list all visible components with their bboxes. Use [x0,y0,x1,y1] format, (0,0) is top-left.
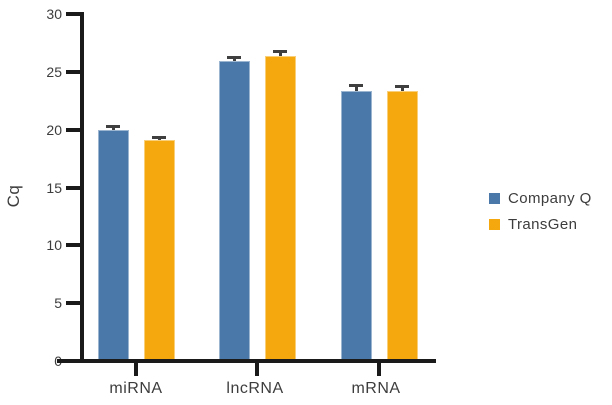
legend-swatch-company-q [489,193,500,204]
y-tick-label: 25 [46,63,62,80]
x-category-label-lncrna: lncRNA [226,380,284,397]
y-tick [66,69,80,74]
y-tick-label: 5 [54,295,62,312]
error-bar-cap-company-q-lncrna [227,55,241,59]
bar-transgen-mirna [143,140,175,361]
bar-transgen-mrna [386,91,418,361]
x-category-label-mrna: mRNA [351,380,401,397]
y-tick-label: 20 [46,121,62,138]
x-axis-line [57,359,436,363]
legend-label-transgen: TransGen [508,216,578,233]
error-bar-stem-transgen-lncrna [278,51,282,56]
y-tick [66,243,80,248]
y-tick-label: 15 [46,179,62,196]
error-bar-cap-company-q-mirna [106,125,120,129]
y-tick [66,12,80,16]
error-bar-cap-company-q-mrna [349,83,363,87]
y-tick [66,127,80,132]
y-tick [66,185,80,190]
x-tick-mrna [377,363,381,376]
error-bar-cap-transgen-mirna [152,135,166,139]
y-tick [66,301,80,306]
error-bar-stem-company-q-mirna [111,127,115,130]
legend-label-company-q: Company Q [508,190,592,207]
error-bar-cap-transgen-lncrna [273,49,287,53]
x-tick-mirna [134,363,138,376]
bar-company-q-mirna [97,129,129,361]
bar-transgen-lncrna [264,55,296,361]
y-tick-label: 30 [46,6,62,22]
legend: Company Q TransGen [489,190,592,233]
y-axis-line [80,12,84,363]
y-tick-label: 10 [46,237,62,254]
legend-swatch-transgen [489,219,500,230]
error-bar-stem-company-q-lncrna [232,57,236,62]
legend-item-company-q: Company Q [489,190,592,207]
error-bar-stem-transgen-mirna [157,137,161,141]
legend-item-transgen: TransGen [489,216,592,233]
x-tick-lncrna [255,363,259,376]
x-category-label-mirna: miRNA [109,380,163,397]
y-tick-label: 0 [18,352,62,370]
error-bar-stem-company-q-mrna [354,85,358,92]
bar-company-q-mrna [340,91,372,361]
error-bar-cap-transgen-mrna [395,84,409,88]
error-bar-stem-transgen-mrna [400,86,404,92]
bar-company-q-lncrna [218,61,250,361]
